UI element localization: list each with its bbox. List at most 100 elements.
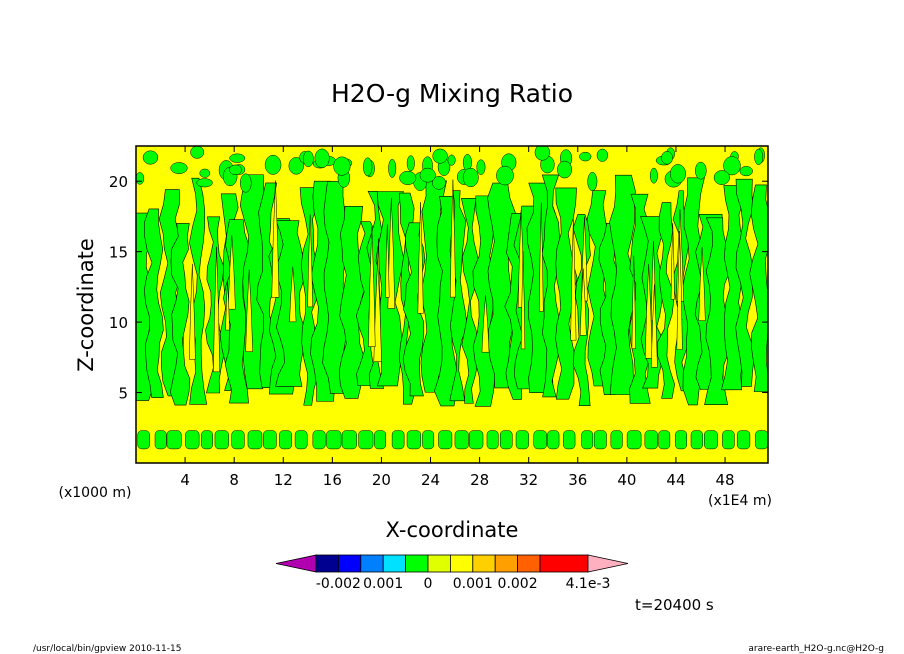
yellow-streak — [289, 266, 297, 323]
surface-blob — [515, 430, 529, 450]
yellow-streak — [579, 268, 587, 336]
top-blob — [264, 154, 282, 175]
surface-blob — [214, 430, 229, 450]
surface-blob — [247, 430, 263, 450]
x-tick-label: 16 — [323, 471, 342, 489]
top-blob — [713, 170, 730, 185]
top-blob — [661, 151, 673, 165]
yellow-streak — [538, 202, 544, 312]
colorbar-segment — [360, 554, 384, 573]
yellow-streak — [650, 284, 658, 368]
yellow-streak — [245, 269, 253, 352]
time-label: t=20400 s — [635, 596, 714, 614]
top-blob — [579, 151, 592, 162]
top-blob — [723, 156, 741, 176]
surface-blob — [499, 430, 513, 450]
x-tick-label: 4 — [180, 471, 190, 489]
colorbar-extend-high — [587, 554, 629, 573]
top-blob — [170, 162, 188, 174]
colorbar-segment — [337, 554, 362, 573]
top-blob — [587, 171, 598, 192]
yellow-streak — [417, 202, 424, 314]
x-unit-label: (x1E4 m) — [708, 493, 772, 509]
x-axis-label: X-coordinate — [386, 518, 519, 542]
surface-blob — [755, 430, 768, 450]
plot-frame — [135, 145, 769, 464]
surface-blob — [736, 430, 751, 450]
top-blob — [649, 167, 658, 184]
yellow-streak — [271, 180, 280, 298]
top-blob — [399, 170, 417, 185]
top-blob — [142, 150, 159, 165]
yellow-streak — [570, 219, 577, 341]
yellow-streak — [520, 251, 526, 350]
green-plume — [657, 202, 675, 399]
colorbar-segment — [382, 554, 407, 573]
yellow-streak — [368, 226, 376, 347]
top-blob — [754, 148, 764, 165]
x-tick-label: 24 — [421, 471, 440, 489]
colorbar-tick-label: 4.1e-3 — [566, 576, 611, 592]
x-axis: 4 8 12 16 20 24 28 32 36 40 44 48 — [180, 146, 735, 489]
top-blob — [432, 148, 448, 164]
colorbar-tick-label: 0.001 — [453, 576, 493, 592]
y-unit-label: (x1000 m) — [59, 485, 132, 501]
green-plume — [338, 206, 365, 399]
top-blob — [596, 148, 609, 162]
x-tick-label: 40 — [617, 471, 636, 489]
top-blob — [288, 157, 304, 175]
colorbar-segment — [472, 554, 496, 573]
green-plume — [735, 178, 755, 387]
surface-blob — [722, 430, 735, 450]
y-axis: 5 10 15 20 — [109, 173, 768, 403]
x-tick-label: 28 — [470, 471, 489, 489]
footer-left: /usr/local/bin/gpview 2010-11-15 — [33, 644, 181, 654]
top-blob — [432, 176, 446, 190]
green-plume — [609, 174, 637, 395]
top-blob — [496, 165, 514, 186]
x-tick-label: 20 — [372, 471, 391, 489]
surface-blob — [358, 430, 374, 450]
surface-blob — [137, 430, 150, 450]
surface-blob — [644, 430, 658, 450]
top-blob — [534, 146, 550, 161]
colorbar-tick-label: 0 — [424, 576, 433, 592]
colorbar-segment — [315, 554, 339, 573]
top-blob — [136, 172, 145, 185]
top-blob — [739, 166, 753, 177]
x-tick-label: 36 — [568, 471, 587, 489]
yellow-streak — [631, 255, 636, 349]
colorbar-tick-label: -0.002 — [316, 576, 361, 592]
surface-blob — [279, 430, 292, 450]
colorbar-segment — [427, 554, 451, 573]
top-blob — [694, 161, 707, 180]
colorbar-segment — [517, 554, 541, 573]
colorbar-segment — [405, 554, 429, 573]
y-tick-label: 5 — [118, 385, 128, 403]
top-blob — [199, 168, 211, 178]
top-blob — [239, 173, 252, 193]
green-plume — [169, 223, 191, 406]
yellow-streak — [307, 214, 313, 308]
top-blob — [229, 164, 243, 176]
surface-blob — [675, 430, 687, 450]
yellow-streak — [213, 246, 221, 373]
surface-blob — [201, 430, 213, 450]
top-blob — [229, 153, 246, 163]
x-tick-label: 48 — [716, 471, 735, 489]
surface-blob — [547, 430, 560, 450]
yellow-streak — [481, 295, 490, 353]
contour-field — [136, 146, 768, 450]
surface-blob — [391, 430, 405, 450]
top-blob — [476, 159, 486, 175]
surface-blob — [593, 430, 607, 450]
yellow-streak — [225, 280, 230, 331]
yellow-streak — [387, 197, 396, 309]
x-tick-label: 12 — [274, 471, 293, 489]
x-tick-label: 8 — [229, 471, 239, 489]
surface-blob — [626, 430, 642, 450]
yellow-streak — [449, 179, 456, 298]
surface-blob — [166, 430, 182, 450]
top-blob — [447, 154, 456, 166]
surface-blob — [406, 430, 421, 450]
